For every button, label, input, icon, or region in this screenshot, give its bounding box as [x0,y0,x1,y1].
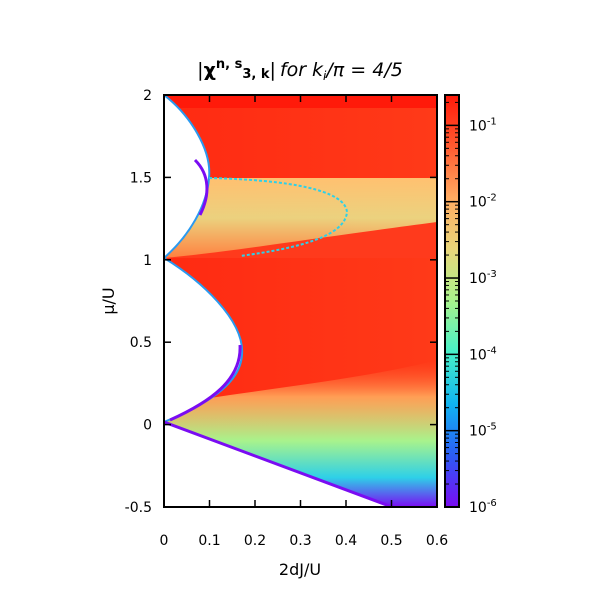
y-axis: -0.5 0 0.5 1 1.5 2 [125,88,437,516]
colorbar-tick-label: 10-4 [469,345,497,363]
colorbar-tick-label: 10-5 [469,422,497,440]
lobe-n1 [164,258,243,422]
x-tick-label: 0.1 [198,533,220,549]
y-tick-label: 2 [143,88,152,104]
y-tick-label: 0 [143,418,152,434]
x-tick-label: 0.4 [335,533,357,549]
x-axis-label: 2dJ/U [279,560,321,579]
heatmap-plot-area [164,95,437,507]
heatmap-bottom-fade [164,360,437,507]
x-tick-label: 0.3 [289,533,311,549]
colorbar-tick-label: 10-1 [469,116,497,134]
y-axis-label: μ/U [99,287,118,314]
chart-title: |χn, s3, k| for ki/π = 4/5 [197,57,403,83]
x-tick-label: 0 [160,533,169,549]
y-tick-label: 1.5 [130,170,152,186]
x-axis: 0 0.1 0.2 0.3 0.4 0.5 0.6 [160,95,448,549]
colorbar-tick-label: 10-6 [469,498,497,516]
x-tick-label: 0.5 [380,533,402,549]
colorbar-tick-label: 10-3 [469,269,497,287]
colorbar: 10-6 10-5 10-4 10-3 10-2 10-1 [444,94,497,516]
upper-arc [208,177,349,257]
x-tick-label: 0.2 [244,533,266,549]
colorbar-fill [445,95,459,507]
x-tick-label: 0.6 [426,533,448,549]
y-tick-label: 1 [143,253,152,269]
lower-boundary-edge [164,420,393,507]
colorbar-ticks: 10-6 10-5 10-4 10-3 10-2 10-1 [445,101,497,516]
lobe-n2-edge-violet [193,158,209,216]
colorbar-tick-label: 10-2 [469,193,497,211]
y-tick-label: 0.5 [130,335,152,351]
lobe-n1-edge-violet [169,344,242,422]
heatmap-mid-red [164,222,437,258]
y-tick-label: -0.5 [125,500,152,516]
